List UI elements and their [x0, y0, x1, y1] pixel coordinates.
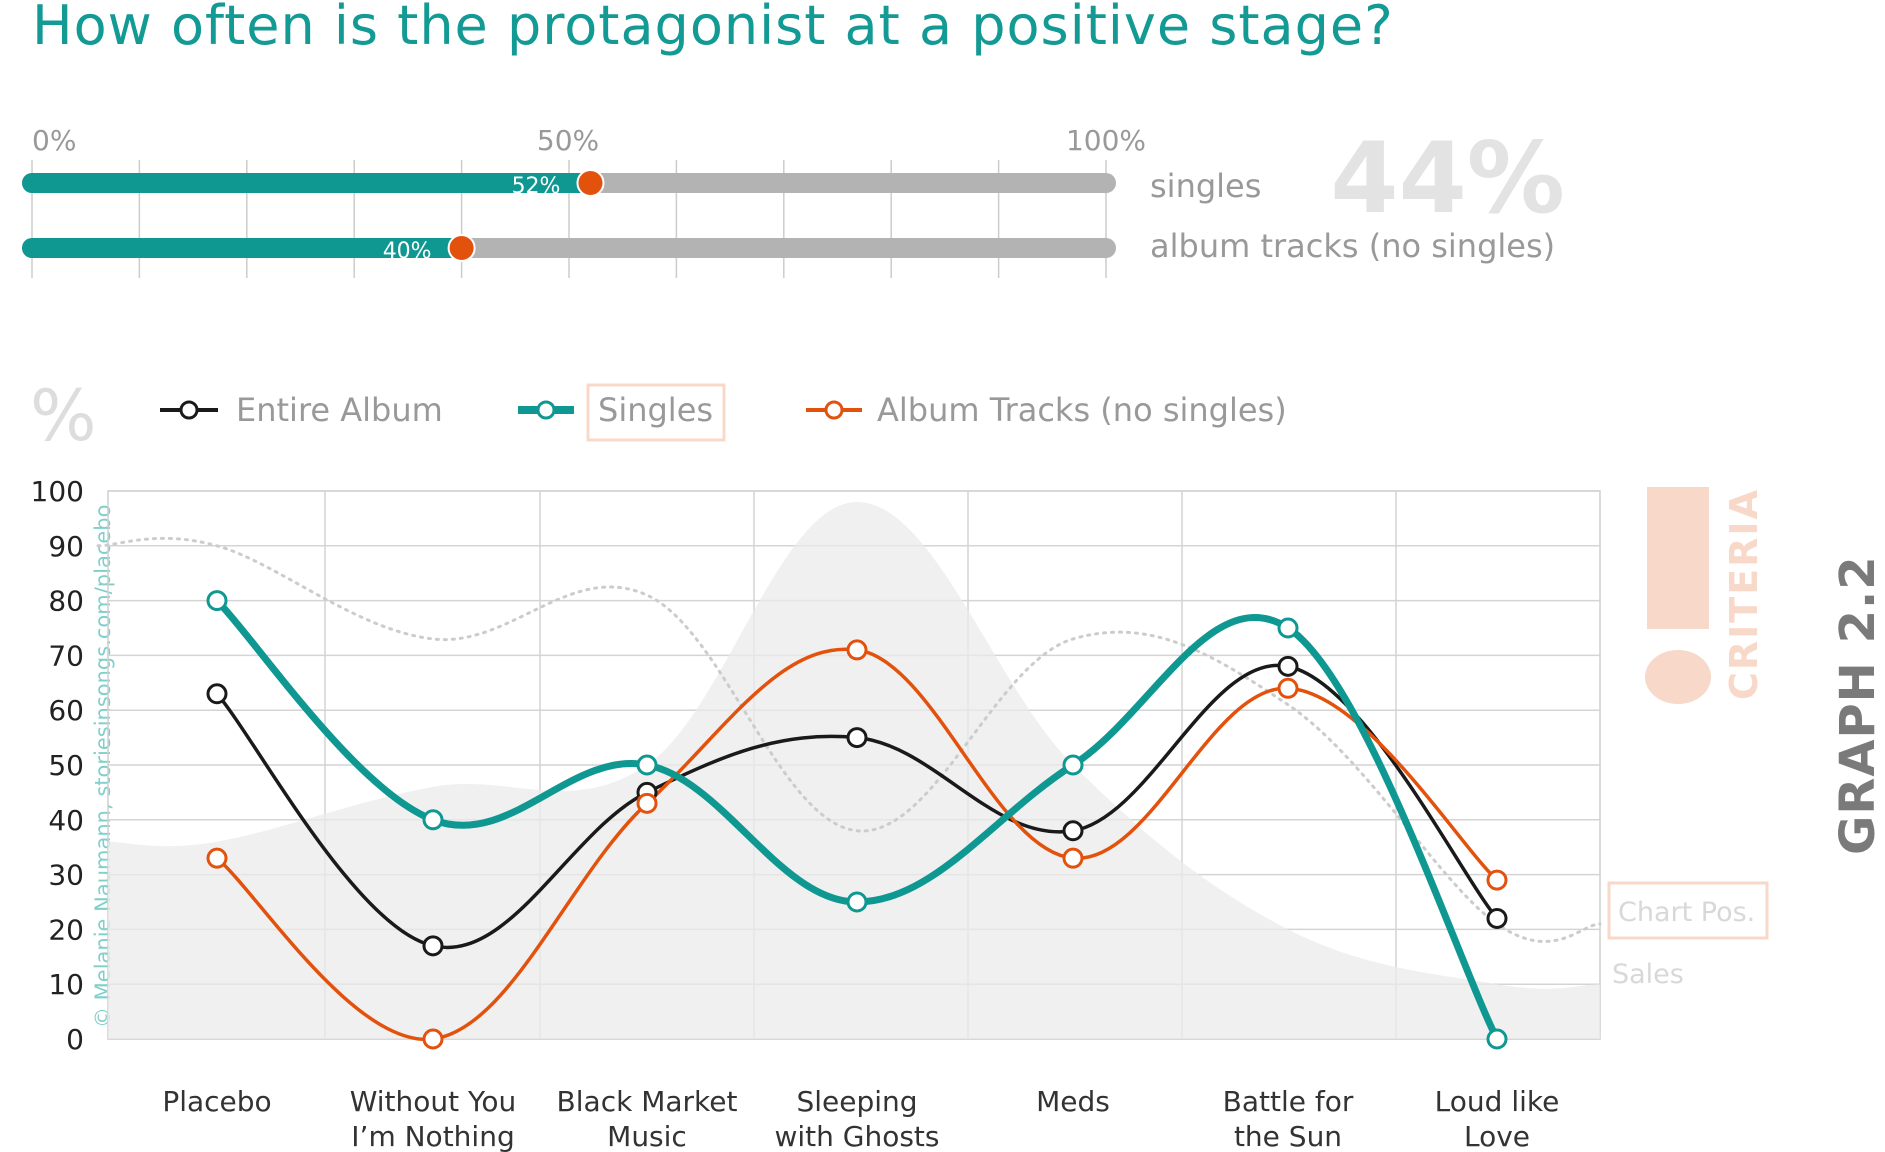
legend-entire-album-marker: [179, 400, 199, 420]
legend-singles: Singles: [598, 391, 713, 429]
x-category-label-loud-like-love: Love: [1464, 1120, 1530, 1152]
y-tick-label: 60: [48, 694, 84, 727]
point-singles-loud-like-love: [1486, 1028, 1508, 1050]
singles-bar-value: 52%: [512, 174, 561, 199]
y-tick-label: 0: [66, 1023, 84, 1056]
singles-bar-marker: [576, 169, 605, 197]
summary-panel: 0% 50% 100% 52% 40% singles album tracks…: [22, 122, 1565, 278]
point-album-tracks-placebo: [206, 847, 228, 869]
x-category-label-black-market-music: Black Market: [557, 1085, 738, 1118]
percent-sign: %: [30, 375, 97, 457]
sales-label: Sales: [1612, 959, 1684, 990]
legend: % Entire Album Singles Album Tracks (no …: [30, 375, 1287, 457]
chart-pos-box: [1607, 881, 1769, 940]
exclamation-bar-icon: [1647, 487, 1709, 629]
y-tick-label: 30: [48, 859, 84, 892]
point-singles-placebo: [206, 590, 228, 612]
point-album-tracks-battle-for-the-sun: [1277, 677, 1299, 699]
page-title: How often is the protagonist at a positi…: [32, 0, 1394, 57]
album-tracks-bar-marker: [447, 234, 476, 262]
legend-singles-marker: [536, 400, 556, 420]
point-album-tracks-meds: [1062, 847, 1084, 869]
point-singles-meds: [1062, 754, 1084, 776]
album-tracks-bar-label: album tracks (no singles): [1150, 227, 1555, 265]
point-entire-album-without-you-i-m-nothing: [422, 935, 444, 957]
big-percentage: 44%: [1330, 122, 1565, 236]
x-category-label-battle-for-the-sun: Battle for: [1223, 1085, 1354, 1118]
y-tick-label: 20: [48, 913, 84, 946]
point-entire-album-placebo: [206, 683, 228, 705]
exclamation-dot-icon: [1645, 650, 1711, 704]
sales-area: [108, 501, 1600, 1039]
x-category-label-without-you-i-m-nothing: Without You: [350, 1085, 517, 1118]
point-album-tracks-black-market-music: [636, 792, 658, 814]
point-singles-without-you-i-m-nothing: [422, 809, 444, 831]
point-singles-battle-for-the-sun: [1277, 617, 1299, 639]
legend-entire-album: Entire Album: [236, 391, 443, 429]
album-tracks-bar-value: 40%: [383, 239, 432, 264]
x-category-label-sleeping-with-ghosts: with Ghosts: [774, 1120, 939, 1152]
x-category-label-battle-for-the-sun: the Sun: [1234, 1120, 1342, 1152]
x-category-label-loud-like-love: Loud like: [1435, 1085, 1560, 1118]
x-category-label-without-you-i-m-nothing: I’m Nothing: [351, 1120, 514, 1152]
x-category-label-black-market-music: Music: [607, 1120, 687, 1152]
series-layer: [206, 590, 1508, 1050]
legend-singles-highlight-box: [586, 383, 726, 442]
y-tick-label: 90: [48, 530, 84, 563]
y-tick-label: 10: [48, 968, 84, 1001]
point-entire-album-meds: [1062, 820, 1084, 842]
singles-bar-label: singles: [1150, 167, 1261, 205]
summary-axis-100: 100%: [1066, 124, 1146, 157]
point-singles-black-market-music: [636, 754, 658, 776]
legend-album-tracks-marker: [824, 400, 844, 420]
point-entire-album-battle-for-the-sun: [1277, 655, 1299, 677]
y-tick-label: 100: [31, 475, 84, 508]
point-entire-album-sleeping-with-ghosts: [846, 727, 868, 749]
x-category-label-sleeping-with-ghosts: Sleeping: [796, 1085, 917, 1118]
x-category-label-meds: Meds: [1036, 1085, 1110, 1118]
point-entire-album-loud-like-love: [1486, 907, 1508, 929]
y-tick-label: 40: [48, 804, 84, 837]
point-album-tracks-without-you-i-m-nothing: [422, 1028, 444, 1050]
y-tick-label: 50: [48, 749, 84, 782]
background-layer: [96, 501, 1602, 1039]
chart-position-line: [96, 536, 1602, 943]
legend-album-tracks: Album Tracks (no singles): [877, 391, 1287, 429]
x-category-label-placebo: Placebo: [162, 1085, 271, 1118]
point-album-tracks-sleeping-with-ghosts: [846, 639, 868, 661]
y-tick-label: 70: [48, 639, 84, 672]
y-axis-ticks: 0 10 20 30 40 50 60 70 80 90 100: [31, 475, 84, 1056]
point-album-tracks-loud-like-love: [1486, 869, 1508, 891]
point-singles-sleeping-with-ghosts: [846, 891, 868, 913]
y-tick-label: 80: [48, 585, 84, 618]
summary-axis-50: 50%: [537, 124, 599, 157]
chart-pos-label: Chart Pos.: [1618, 897, 1755, 928]
summary-axis-0: 0%: [32, 124, 76, 157]
